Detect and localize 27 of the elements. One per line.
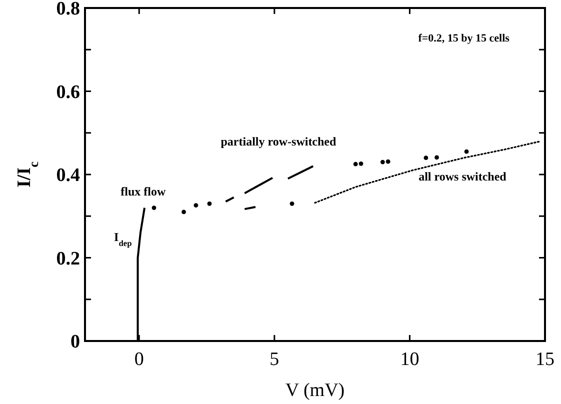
x-tick-label: 10 xyxy=(400,349,420,370)
x-tick-label: 5 xyxy=(270,349,280,370)
y-tick-label: 0 xyxy=(70,332,80,353)
annotation: all rows switched xyxy=(418,170,507,184)
y-tick-label: 0.4 xyxy=(56,165,80,186)
point xyxy=(182,210,186,214)
annotation: f=0.2, 15 by 15 cells xyxy=(418,32,510,44)
annotation: partially row-switched xyxy=(220,134,337,148)
point xyxy=(194,203,198,208)
point xyxy=(353,162,358,166)
y-tick-label: 0.2 xyxy=(56,248,80,270)
point xyxy=(380,160,385,164)
point xyxy=(464,149,469,154)
point xyxy=(386,159,390,164)
point xyxy=(152,206,156,210)
point xyxy=(424,156,428,160)
x-axis-title: V (mV) xyxy=(285,380,345,401)
point xyxy=(207,201,212,206)
y-tick-label: 0.6 xyxy=(56,82,80,103)
point xyxy=(290,201,294,206)
annotation: flux flow xyxy=(120,184,166,198)
annotation: I$_{dep}$ xyxy=(114,230,132,248)
point xyxy=(358,161,364,166)
point xyxy=(434,155,439,160)
x-tick-label: 0 xyxy=(134,349,144,370)
y-tick-label: 0.8 xyxy=(56,0,80,20)
x-tick-label: 15 xyxy=(536,349,554,370)
